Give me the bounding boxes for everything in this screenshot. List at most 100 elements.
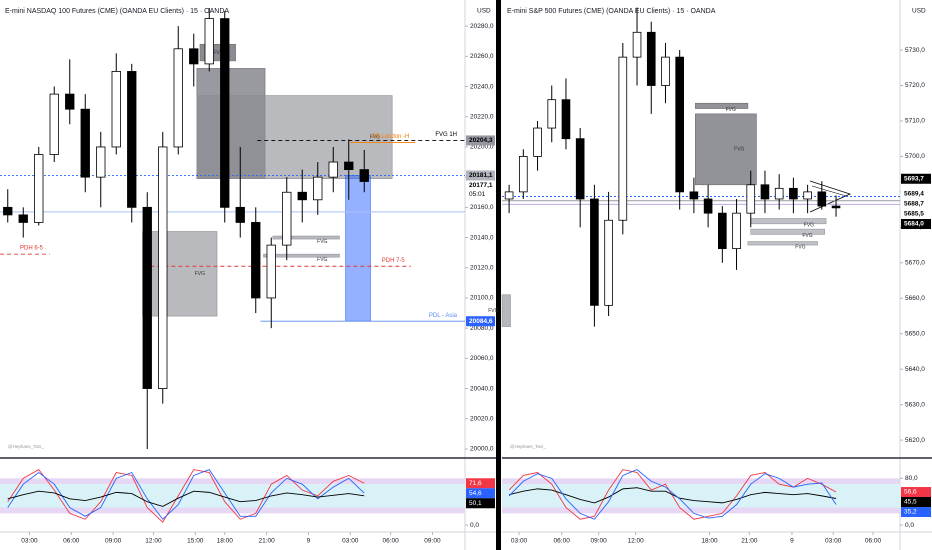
candle-body xyxy=(49,93,59,155)
candle-body xyxy=(803,191,812,200)
price-tag-label: 5689,4 xyxy=(904,191,924,198)
candle-body xyxy=(235,206,245,223)
currency: USD xyxy=(477,8,491,15)
y-tick-label: 20220,0 xyxy=(470,113,494,120)
x-tick-label: 06:00 xyxy=(63,538,80,545)
candle-body xyxy=(789,187,798,200)
y-tick-label: 20240,0 xyxy=(470,83,494,90)
y-tick-label: 20060,0 xyxy=(470,355,494,362)
price-tag xyxy=(466,316,495,327)
price-tag-label: 20084,6 xyxy=(469,318,493,325)
price-tag xyxy=(466,170,495,181)
price-tag-label: 5685,5 xyxy=(904,211,924,218)
candle-body xyxy=(220,18,230,208)
candle-body xyxy=(831,205,841,209)
x-tick-label: 03:00 xyxy=(511,538,528,545)
candle-body xyxy=(18,214,28,223)
candle-body xyxy=(618,56,628,221)
zone-label: FVG xyxy=(734,147,744,153)
zone-label: FVG xyxy=(795,245,805,251)
y-tick-label: 20120,0 xyxy=(470,264,494,271)
price-tag-label: 20177,1 xyxy=(469,182,493,189)
x-tick-label: 12:00 xyxy=(145,538,162,545)
fvg-zone xyxy=(345,175,371,322)
price-tag-label: 5688,7 xyxy=(904,201,924,208)
candle-body xyxy=(604,219,613,306)
osc-line xyxy=(7,490,365,507)
price-tag xyxy=(901,189,931,200)
x-tick-label: 21:00 xyxy=(741,538,758,545)
y-tick-label: 20100,0 xyxy=(470,295,494,302)
candle-body xyxy=(158,146,168,389)
candle-body xyxy=(590,198,599,306)
candle-body xyxy=(359,169,369,182)
fvg-zone xyxy=(695,102,749,109)
osc-end-label: 50,1 xyxy=(469,500,482,507)
price-tag xyxy=(901,199,931,210)
osc-end-tag xyxy=(466,488,495,499)
osc-end-label: 45,5 xyxy=(904,499,917,506)
zone-label: FVG xyxy=(488,308,498,314)
y-tick-label: 20140,0 xyxy=(470,234,494,241)
y-tick-label: 5630,0 xyxy=(905,401,925,408)
x-tick-label: 18:00 xyxy=(217,538,234,545)
candle-body xyxy=(189,48,199,65)
y-tick-label: 5720,0 xyxy=(905,82,925,89)
divider xyxy=(496,0,501,550)
countdown: 05:01 xyxy=(469,191,486,198)
osc-line xyxy=(508,469,837,520)
zone-label: FVG xyxy=(804,222,814,228)
y-tick-label: 20020,0 xyxy=(470,415,494,422)
fvg-zone xyxy=(695,113,757,186)
osc-line xyxy=(508,469,837,520)
osc-end-tag xyxy=(466,498,495,509)
watermark: @Hephaes_Tani_ xyxy=(510,444,546,449)
candle-body xyxy=(519,156,528,193)
y-tick-label: 20280,0 xyxy=(470,23,494,30)
zone-label: FVG xyxy=(317,239,327,245)
candle-body xyxy=(80,108,90,178)
fvg-zone xyxy=(263,253,340,258)
zone-label: FVG xyxy=(802,233,812,239)
osc-end-label: 54,6 xyxy=(469,490,482,497)
osc-end-label: 71,6 xyxy=(469,480,482,487)
y-tick-label: 5710,0 xyxy=(905,118,925,125)
candle-body xyxy=(718,212,727,250)
price-tag-label: 20181,1 xyxy=(469,172,493,179)
fvg-zone xyxy=(142,231,218,317)
fvg-zone xyxy=(750,228,825,235)
x-tick-label: 21:00 xyxy=(258,538,275,545)
candle-body xyxy=(34,154,44,223)
x-tick-label: 06:00 xyxy=(865,538,882,545)
x-tick-label: 12:00 xyxy=(627,538,644,545)
candle-body xyxy=(173,48,183,148)
chart-title: E-mini NASDAQ 100 Futures (CME) (OANDA E… xyxy=(5,8,229,15)
osc-band xyxy=(502,478,900,485)
osc-tick-label: 0,0 xyxy=(905,522,914,529)
y-tick-label: 5700,0 xyxy=(905,153,925,160)
candle-body xyxy=(632,31,642,58)
zone-label: FVG xyxy=(213,50,223,56)
osc-end-tag xyxy=(901,507,931,518)
chart-title: E-mini S&P 500 Futures (CME) (OANDA EU C… xyxy=(507,8,716,15)
candle-body xyxy=(689,191,699,200)
osc-line xyxy=(7,469,365,523)
osc-band xyxy=(0,478,465,485)
osc-end-tag xyxy=(901,487,931,498)
osc-line xyxy=(7,469,365,520)
y-tick-label: 5730,0 xyxy=(905,47,925,54)
price-tag xyxy=(901,173,931,184)
x-tick-label: 18:00 xyxy=(701,538,718,545)
price-tag xyxy=(466,180,495,200)
candle-body xyxy=(204,18,214,65)
x-tick-label: 06:00 xyxy=(554,538,571,545)
candle-body xyxy=(266,244,276,299)
level-label: PDH 6-5 xyxy=(20,246,44,252)
osc-band xyxy=(502,484,900,508)
candle-body xyxy=(746,184,756,214)
level-label: PDL - Asia xyxy=(429,313,458,319)
fvg-zone xyxy=(501,294,511,327)
price-tag xyxy=(901,219,931,230)
level-label: PDH 7-5 xyxy=(382,258,406,264)
